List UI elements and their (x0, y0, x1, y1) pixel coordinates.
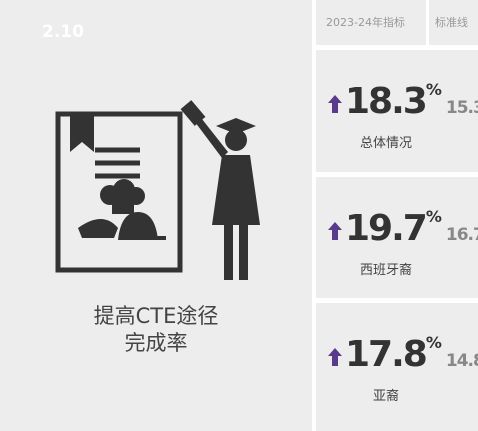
metric-label: 亚裔 (372, 389, 399, 404)
icon (55, 100, 260, 280)
metric-label: 总体情况 (359, 136, 412, 151)
column-header: 标准线 (429, 0, 478, 45)
title-line: 提高CTE途径 (93, 304, 219, 328)
metric-value: 18.3 (345, 81, 428, 122)
metric-unit: % (425, 207, 442, 226)
title-line: 完成率 (124, 331, 188, 355)
metric-unit: % (425, 80, 442, 99)
up-arrow (328, 95, 342, 113)
metric-unit: % (425, 333, 442, 352)
column-header: 2023-24年指标 (316, 0, 426, 45)
metric-cell: 17.8%14.8% 亚裔 (316, 303, 478, 431)
metric-cell: 19.7%16.7% 西班牙裔 (316, 177, 478, 298)
up-arrow (328, 348, 342, 366)
metric-row: 19.7%16.7% (328, 207, 478, 249)
left-panel (0, 0, 312, 431)
baseline-value: 16.7 (445, 225, 478, 245)
metric-row: 17.8%14.8% (328, 333, 478, 375)
metric-row: 18.3%15.3% (328, 80, 478, 122)
index: 2.10 (42, 22, 84, 42)
metric-value: 17.8 (345, 334, 428, 375)
metric-value: 19.7 (345, 208, 428, 249)
baseline-value: 14.8 (445, 351, 478, 371)
baseline-value: 15.3 (445, 98, 478, 118)
metric-cell: 18.3%15.3% 总体情况 (316, 50, 478, 172)
metric-label: 西班牙裔 (359, 263, 412, 278)
up-arrow (328, 222, 342, 240)
